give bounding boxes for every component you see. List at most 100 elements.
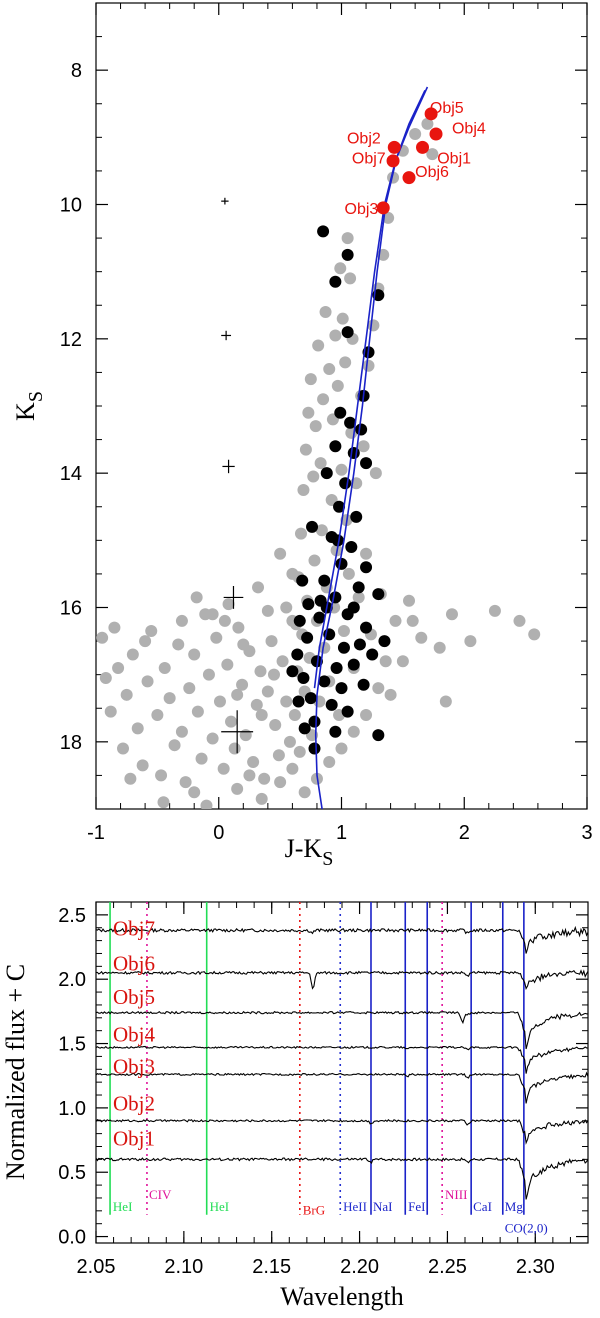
cluster-member-point [341,705,354,718]
field-star-point [347,725,360,738]
field-star-point [403,594,416,607]
cmd-x-tick-label: 2 [459,822,470,844]
target-object-point [424,107,438,121]
spectra-y-tick-label: 1.5 [58,1034,86,1056]
spectra-y-axis-title: Normalized flux + C [1,964,30,1180]
spectrum-object-label: Obj3 [113,1054,155,1078]
cluster-member-point [372,729,385,742]
cmd-y-axis-title: KS [11,391,47,421]
field-star-point [344,272,357,285]
field-star-point [297,483,310,496]
field-star-point [283,735,296,748]
cluster-member-point [297,672,310,685]
cluster-member-point [302,598,315,611]
field-star-point [272,749,285,762]
cmd-isochrone-layer [313,86,429,809]
cluster-member-point [366,648,379,661]
spectral-line-label: BrG [303,1203,325,1218]
spectra-y-tick-label: 2.0 [58,969,86,991]
field-star-point [265,635,278,648]
field-star-point [175,725,188,738]
cluster-member-point [330,661,343,674]
field-star-point [191,705,204,718]
field-star-point [367,319,380,332]
cluster-member-point [337,641,350,654]
field-star-point [302,406,315,419]
spectra-x-tick-label: 2.20 [340,1256,379,1278]
cluster-member-point [329,725,342,738]
spectra-axis-ticks: 2.05 2.10 2.15 2.20 2.25 2.30 0.0 0.5 1.0 1.5 2.0 2… [58,902,589,1278]
field-star-point [336,312,349,325]
field-star-point [335,463,348,476]
cmd-error-bars [221,197,254,754]
field-star-point [309,420,322,433]
field-star-point [225,715,238,728]
field-star-point [136,759,149,772]
cluster-member-point [335,682,348,695]
field-star-point [202,668,215,681]
spectrum-object-label: Obj4 [113,1022,156,1046]
cluster-member-point [314,594,327,607]
field-star-point [104,705,117,718]
field-star-point [141,675,154,688]
field-star-point [108,621,121,634]
cluster-member-point [320,467,333,480]
field-star-point [206,732,219,745]
spectra-x-tick-label: 2.25 [428,1256,467,1278]
cluster-member-point [360,621,373,634]
field-star-point [200,799,213,809]
target-object-point [402,171,416,185]
field-star-point [426,148,439,161]
cluster-member-point [304,692,317,705]
field-star-point [308,554,321,567]
field-star-point [99,672,112,685]
field-star-point [190,591,203,604]
cluster-member-point [308,715,321,728]
cmd-y-tick-label: 14 [60,463,82,485]
field-star-point [389,614,402,627]
cluster-member-point [335,557,348,570]
target-object-label: Obj2 [347,130,381,147]
spectrum-line [95,1010,589,1050]
spectral-line-label: FeI [408,1199,425,1214]
cluster-member-point [350,510,363,523]
field-star-point [131,722,144,735]
field-star-point [396,655,409,668]
field-star-point [218,614,231,627]
field-star-point [288,708,301,721]
cmd-y-tick-label: 8 [71,60,82,82]
field-star-point [331,379,344,392]
cmd-y-tick-label: 18 [60,732,82,754]
spectral-line-markers [109,902,525,1215]
field-star-point [445,608,458,621]
field-star-point [139,635,152,648]
field-star-point [120,688,133,701]
field-star-point [168,739,181,752]
field-star-point [163,692,176,705]
cluster-member-point [306,520,319,533]
spectral-line-label: HeI [113,1199,133,1214]
field-star-point [337,625,350,638]
field-star-point [293,745,306,758]
spectra-x-tick-label: 2.10 [164,1256,203,1278]
field-star-point [261,604,274,617]
cluster-member-point [355,423,368,436]
spectra-x-axis-title: Wavelength [280,1282,404,1311]
cluster-member-point [345,541,358,554]
field-star-point [267,668,280,681]
spectrum-line [95,969,589,990]
spectral-line-label: NaI [373,1199,393,1214]
cluster-member-point [360,457,373,470]
field-star-point [317,393,330,406]
cluster-member-point [352,581,365,594]
target-object-point [429,127,443,141]
field-star-point [294,527,307,540]
field-star-point [222,598,235,611]
field-star-point [276,655,289,668]
field-star-point [250,698,263,711]
cluster-member-point [372,588,385,601]
field-star-point [339,356,352,369]
cluster-member-point [339,477,352,490]
field-star-point [274,776,287,789]
